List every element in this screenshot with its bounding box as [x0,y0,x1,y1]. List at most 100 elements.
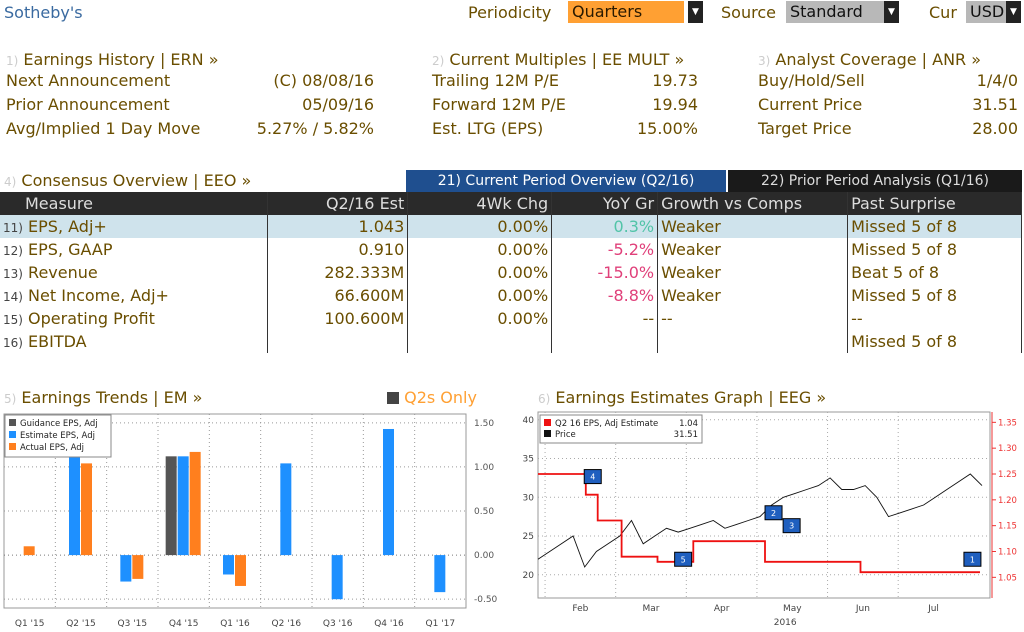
legend-value: 31.51 [674,430,698,440]
chevron-down-icon[interactable]: ▼ [884,1,899,23]
col-header[interactable]: Q2/16 Est [267,192,409,215]
tab-prior-period[interactable]: 22) Prior Period Analysis (Q1/16) [728,170,1022,192]
legend [4,414,112,458]
price-line[interactable] [537,473,983,568]
annotation-marker[interactable] [674,551,693,567]
summary-label: Next Announcement [6,71,171,90]
consensus-overview-link[interactable]: 4) Consensus Overview | EEO » [4,171,252,190]
legend-entry: Actual EPS, Adj [20,443,84,453]
summary-value: (C) 08/08/16 [273,71,374,90]
y-tick-label: 35 [523,455,534,465]
summary-value: 5.27% / 5.82% [256,119,374,138]
bar[interactable] [189,451,201,556]
chevron-down-icon[interactable]: ▼ [1006,1,1021,23]
table-row[interactable]: 11) EPS, Adj+ 1.043 0.00% 0.3% Weaker Mi… [0,215,1022,238]
x-tick-label: Q2 '15 [66,619,96,629]
col-header[interactable]: Growth vs Comps [657,192,849,215]
earnings-trends-chart[interactable]: -0.50 0.00 0.50 1.00 1.50 Q1 '15 Q2 '15 Q3 '15 Q… [0,408,506,632]
summary-label: Current Price [758,95,863,114]
summary-value: 1/4/0 [976,71,1018,90]
tab-current-period[interactable]: 21) Current Period Overview (Q2/16) [406,170,726,192]
bar[interactable] [23,546,35,556]
legend-entry: Price [555,430,576,440]
bar[interactable] [69,433,80,556]
source-select[interactable]: Standard [786,1,884,23]
summary-row: Current Price 31.51 [758,93,1018,117]
x-tick-label: Q1 '17 [426,619,456,629]
yoy-cell: -8.8% [551,284,659,307]
x-tick-label: Q2 '16 [272,619,302,629]
annotation-marker[interactable] [583,469,602,485]
bar[interactable] [177,456,189,556]
analyst-coverage-link[interactable]: 3) Analyst Coverage | ANR » [758,50,982,69]
estimate-cell [267,330,409,353]
estimate-cell: 0.910 [267,238,409,261]
earnings-estimates-chart[interactable]: 20253035401.051.101.151.201.251.301.35Fe… [508,408,1024,632]
bar[interactable] [235,555,246,586]
col-header[interactable]: Past Surprise [847,192,1022,215]
table-row[interactable]: 13) Revenue 282.333M 0.00% -15.0% Weaker… [0,261,1022,284]
y-tick-label: 20 [523,571,535,581]
x-tick-label: Q4 '15 [169,619,199,629]
comps-cell: Weaker [657,215,849,238]
annotation-marker[interactable] [963,551,982,567]
estimate-line[interactable] [538,473,980,574]
summary-row: Est. LTG (EPS) 15.00% [432,117,698,141]
yoy-cell [551,330,659,353]
bar[interactable] [223,555,234,575]
annotation-marker[interactable] [782,518,801,534]
legend-swatch [9,431,16,438]
summary-row: Trailing 12M P/E 19.73 [432,69,698,93]
bar[interactable] [383,428,394,556]
bar[interactable] [81,463,92,556]
surprise-cell: Beat 5 of 8 [847,261,1022,284]
q2s-only-toggle[interactable]: Q2s Only [387,388,477,407]
surprise-cell: Missed 5 of 8 [847,215,1022,238]
consensus-table: Measure Q2/16 Est 4Wk Chg YoY Gr Growth … [0,192,1022,353]
periodicity-select[interactable]: Quarters [568,1,684,23]
x-tick-label: Q3 '15 [118,619,148,629]
table-row[interactable]: 16) EBITDA Missed 5 of 8 [0,330,1022,353]
earnings-trends-link[interactable]: 5) Earnings Trends | EM » [4,388,203,407]
col-header[interactable]: Measure [0,192,269,215]
change-cell: 0.00% [407,215,553,238]
summary-row: Target Price 28.00 [758,117,1018,141]
y-tick-label: 1.25 [998,470,1017,480]
bar[interactable] [120,555,132,582]
comps-cell: Weaker [657,238,849,261]
x-axis-year: 2016 [774,618,797,628]
change-cell: 0.00% [407,307,553,330]
current-multiples-link[interactable]: 2) Current Multiples | EE MULT » [432,50,685,69]
annotation-marker[interactable] [764,505,783,521]
bar[interactable] [132,555,144,579]
y-tick-label: 1.20 [998,496,1017,506]
col-header[interactable]: YoY Gr [551,192,659,215]
y-tick-label: 0.50 [474,507,494,517]
x-tick-label: Jun [855,604,870,614]
table-row[interactable]: 14) Net Income, Adj+ 66.600M 0.00% -8.8%… [0,284,1022,307]
table-row[interactable]: 12) EPS, GAAP 0.910 0.00% -5.2% Weaker M… [0,238,1022,261]
col-header[interactable]: 4Wk Chg [407,192,553,215]
change-cell: 0.00% [407,284,553,307]
earnings-history-link[interactable]: 1) Earnings History | ERN » [6,50,219,69]
summary-label: Buy/Hold/Sell [758,71,865,90]
table-row[interactable]: 15) Operating Profit 100.600M 0.00% -- -… [0,307,1022,330]
chevron-down-icon[interactable]: ▼ [688,1,703,23]
summary-row: Next Announcement (C) 08/08/16 [6,69,374,93]
x-tick-label: Feb [572,604,588,614]
bar[interactable] [280,463,292,556]
measure-cell: 12) EPS, GAAP [0,238,269,261]
summary-value: 19.94 [652,95,698,114]
bar[interactable] [434,555,446,593]
yoy-cell: 0.3% [551,215,659,238]
bar[interactable] [165,456,177,556]
bar[interactable] [331,555,343,600]
legend-swatch [544,419,551,426]
annotation-label: 3 [789,522,794,531]
y-tick-label: 30 [523,493,535,503]
earnings-estimates-graph-link[interactable]: 6) Earnings Estimates Graph | EEG » [538,388,827,407]
measure-cell: 13) Revenue [0,261,269,284]
yoy-cell: -5.2% [551,238,659,261]
surprise-cell: Missed 5 of 8 [847,238,1022,261]
currency-select[interactable]: USD [966,1,1008,23]
